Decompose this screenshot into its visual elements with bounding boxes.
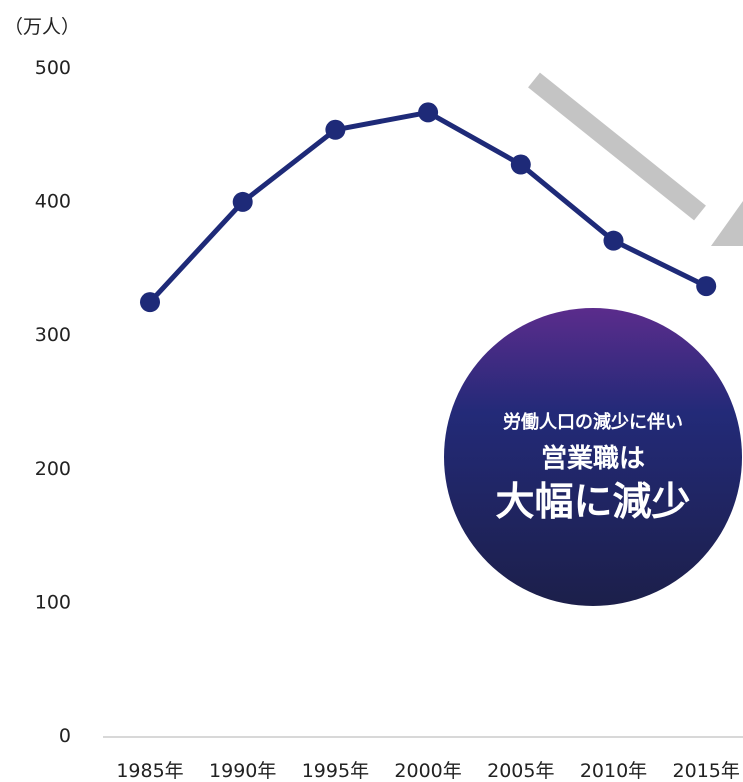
data-point: [418, 102, 439, 123]
x-tick-label: 1995年: [302, 760, 369, 782]
y-tick-label: 0: [59, 725, 71, 747]
callout-line-3: 大幅に減少: [495, 480, 690, 525]
trend-arrow: [528, 72, 743, 246]
x-tick-label: 2000年: [394, 760, 461, 782]
x-tick-label: 2005年: [487, 760, 554, 782]
data-point: [232, 191, 253, 212]
x-tick-label: 2015年: [673, 760, 740, 782]
y-axis-unit-label: （万人）: [4, 16, 80, 38]
x-tick-label: 1985年: [116, 760, 183, 782]
trend-arrow-head: [711, 201, 743, 246]
data-point: [603, 230, 624, 251]
callout-bubble: 労働人口の減少に伴い 営業職は 大幅に減少: [444, 308, 742, 606]
y-tick-label: 300: [35, 324, 71, 346]
y-tick-label: 400: [35, 191, 71, 213]
x-axis-ticks: 1985年 1990年 1995年 2000年 2005年 2010年 2015年: [116, 760, 740, 782]
y-tick-label: 100: [35, 591, 71, 613]
data-point: [325, 119, 346, 140]
series-line-group: [140, 102, 717, 313]
callout-line-1: 労働人口の減少に伴い: [503, 411, 683, 433]
callout-circle: [444, 308, 742, 606]
data-point: [510, 154, 531, 175]
x-tick-label: 2010年: [580, 760, 647, 782]
y-axis-ticks: 0 100 200 300 400 500: [35, 57, 71, 747]
y-tick-label: 500: [35, 57, 71, 79]
data-point: [696, 276, 717, 297]
y-tick-label: 200: [35, 458, 71, 480]
trend-arrow-shaft: [528, 72, 706, 221]
x-tick-label: 1990年: [209, 760, 276, 782]
callout-line-2: 営業職は: [541, 444, 645, 474]
data-point: [140, 292, 160, 313]
